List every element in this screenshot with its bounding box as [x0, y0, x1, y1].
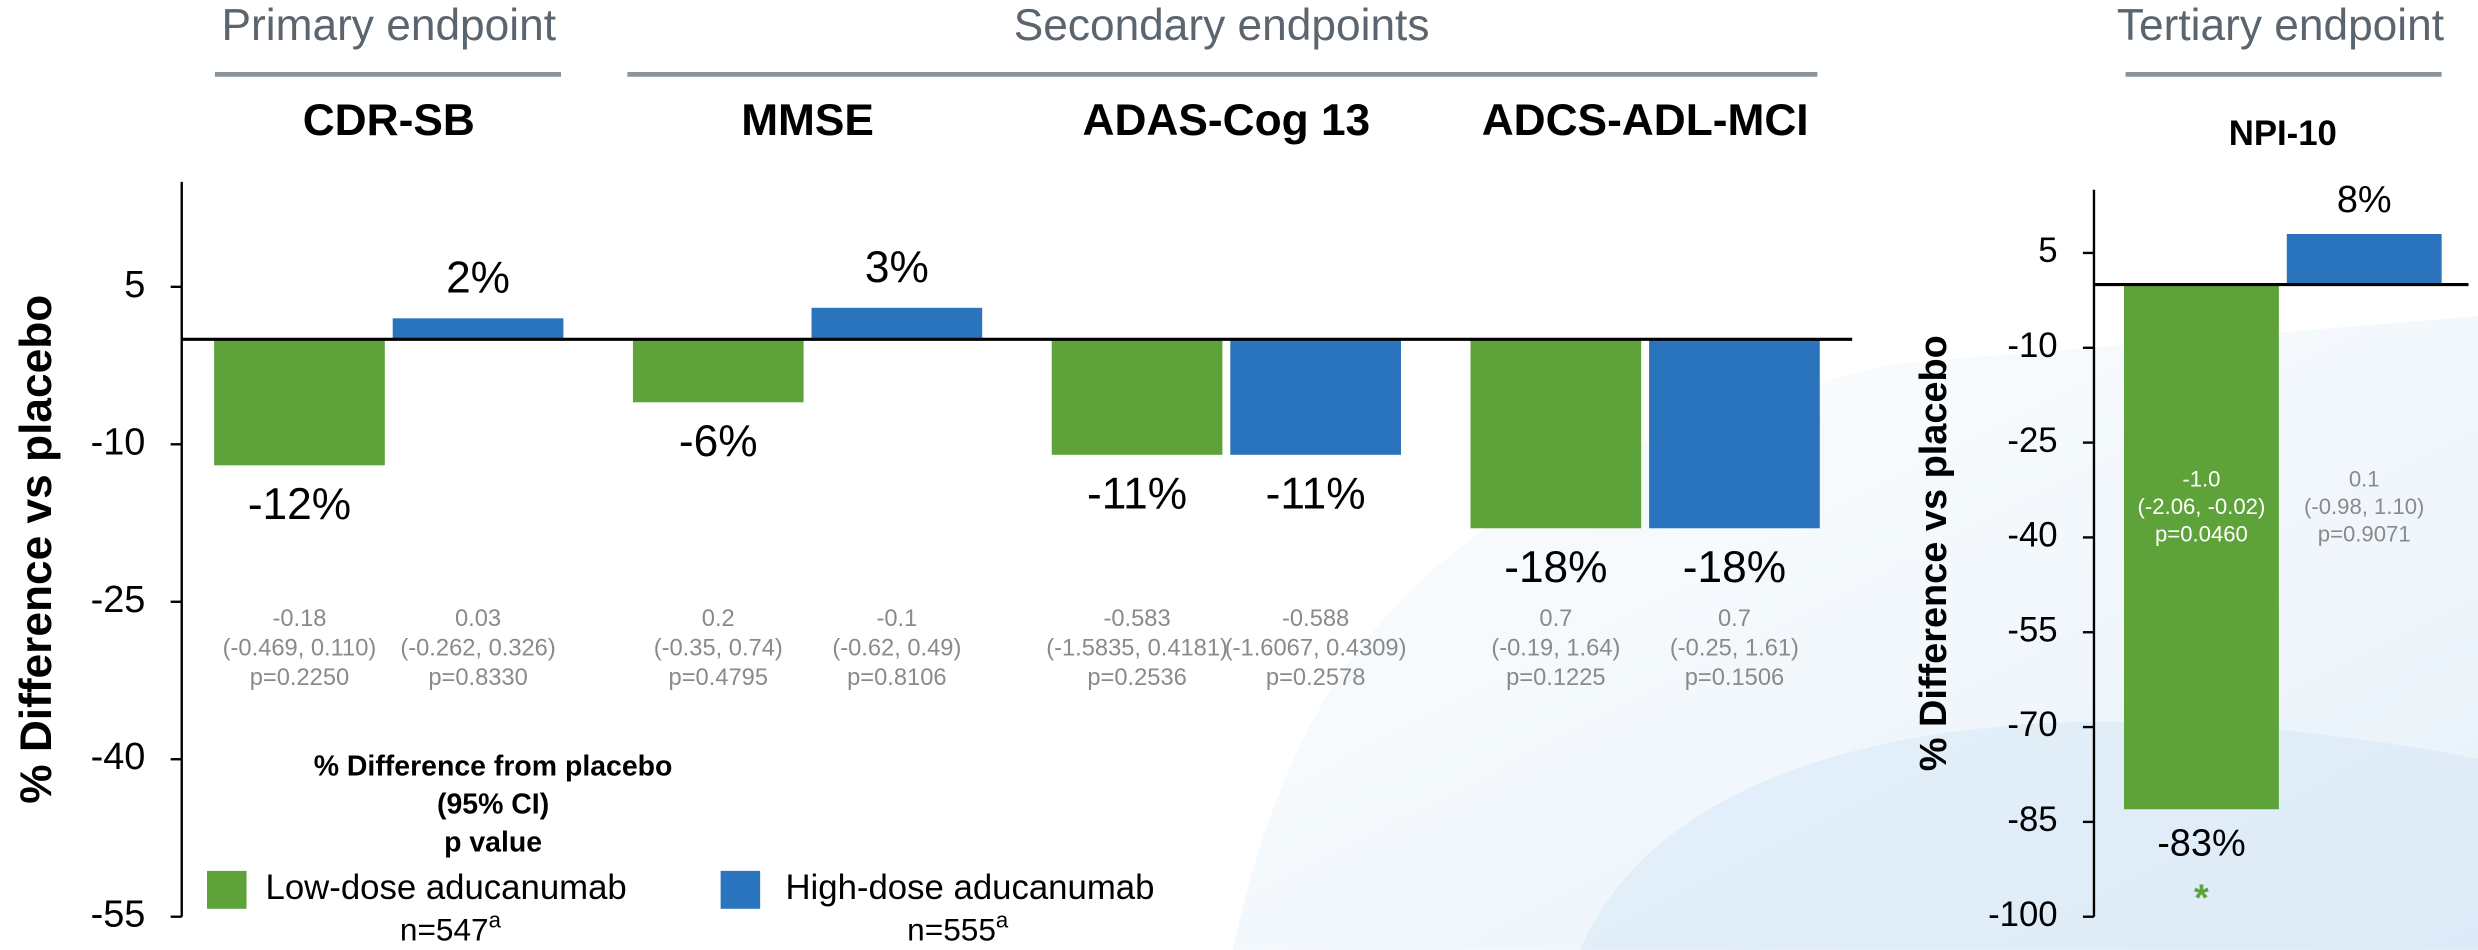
y-tick-label: -10: [91, 421, 146, 463]
value-label: -11%: [1087, 470, 1187, 519]
stat-label: (-0.35, 0.74): [654, 636, 783, 662]
category-label: CDR-SB: [303, 96, 475, 145]
y-tick-label: -40: [2007, 517, 2057, 555]
group-header: Secondary endpoints: [1014, 1, 1430, 50]
stat-label: 0.2: [702, 606, 735, 632]
y-tick-label: -25: [2007, 422, 2057, 460]
legend-title: p value: [444, 827, 542, 859]
value-label: -11%: [1266, 470, 1366, 519]
stat-label: p=0.0460: [2155, 522, 2248, 547]
stat-label: -0.588: [1282, 606, 1349, 632]
bar: [1230, 339, 1401, 455]
stat-label: p=0.2536: [1087, 665, 1186, 691]
value-label: 8%: [2337, 179, 2392, 221]
stat-label: -0.18: [272, 606, 326, 632]
legend-swatch: [720, 870, 761, 909]
category-label: MMSE: [741, 96, 874, 145]
stat-label: 0.03: [455, 606, 501, 632]
category-label: ADAS-Cog 13: [1083, 96, 1371, 145]
bar: [1470, 339, 1642, 529]
y-tick-label: 5: [124, 264, 145, 306]
value-label: -83%: [2157, 822, 2246, 864]
bar: [392, 318, 564, 340]
legend-title: % Difference from placebo: [314, 751, 673, 783]
y-tick-label: -85: [2007, 801, 2057, 839]
stat-label: (-2.06, -0.02): [2138, 494, 2266, 519]
legend-title: (95% CI): [437, 789, 549, 821]
legend-n: n=547a: [400, 907, 502, 948]
y-tick-label: -70: [2007, 706, 2057, 744]
category-label: ADCS-ADL-MCI: [1482, 96, 1809, 145]
y-tick-label: -40: [91, 736, 146, 778]
stat-label: p=0.2250: [250, 665, 349, 691]
group-header: Tertiary endpoint: [2117, 1, 2444, 50]
value-label: -18%: [1683, 543, 1786, 592]
bar: [811, 307, 983, 340]
legend-label: Low-dose aducanumab: [266, 869, 627, 907]
value-label: -6%: [679, 417, 758, 466]
legend-label: High-dose aducanumab: [785, 869, 1154, 907]
stat-label: (-0.262, 0.326): [400, 636, 555, 662]
bar: [632, 339, 804, 403]
stat-label: p=0.2578: [1266, 665, 1365, 691]
y-tick-label: -100: [1988, 896, 2058, 934]
stat-label: p=0.1506: [1685, 665, 1784, 691]
bar: [214, 339, 385, 466]
legend-n: n=555a: [907, 907, 1009, 948]
stat-label: -0.1: [876, 606, 917, 632]
stat-label: 0.1: [2349, 466, 2380, 491]
y-tick-label: -55: [91, 894, 146, 936]
significance-marker: *: [2194, 877, 2209, 919]
stat-label: (-0.25, 1.61): [1670, 636, 1799, 662]
bar: [2286, 233, 2442, 285]
stat-label: (-0.98, 1.10): [2304, 494, 2424, 519]
legend-swatch: [207, 870, 247, 909]
legend-n-value: n=547: [400, 912, 489, 948]
stat-label: (-0.469, 0.110): [223, 636, 377, 662]
legend-n-note: a: [996, 907, 1009, 932]
category-label: NPI-10: [2229, 115, 2337, 153]
stat-label: -1.0: [2182, 466, 2220, 491]
y-axis-label: % Difference vs placebo: [12, 295, 61, 804]
stat-label: p=0.9071: [2318, 522, 2411, 547]
stat-label: (-0.19, 1.64): [1491, 636, 1620, 662]
value-label: 3%: [865, 243, 929, 292]
value-label: 2%: [446, 253, 510, 302]
stat-label: 0.7: [1539, 606, 1572, 632]
y-tick-label: -10: [2007, 327, 2057, 365]
y-tick-label: 5: [2038, 232, 2057, 270]
group-header: Primary endpoint: [222, 1, 556, 50]
stat-label: (-1.5835, 0.4181): [1046, 636, 1228, 662]
stat-label: 0.7: [1718, 606, 1751, 632]
y-axis-label: % Difference vs placebo: [1913, 335, 1955, 771]
y-tick-label: -25: [91, 579, 146, 621]
stat-label: p=0.8106: [847, 665, 946, 691]
legend-n-note: a: [489, 907, 502, 932]
legend-n-value: n=555: [907, 912, 996, 948]
stat-label: p=0.4795: [669, 665, 768, 691]
value-label: -12%: [248, 480, 351, 529]
value-label: -18%: [1504, 543, 1607, 592]
stat-label: (-1.6067, 0.4309): [1225, 636, 1407, 662]
bar: [2124, 284, 2279, 810]
bar: [1649, 339, 1820, 529]
stat-label: p=0.8330: [428, 665, 527, 691]
stat-label: (-0.62, 0.49): [832, 636, 961, 662]
stat-label: -0.583: [1103, 606, 1170, 632]
bar: [1051, 339, 1223, 455]
y-tick-label: -55: [2007, 611, 2057, 649]
stat-label: p=0.1225: [1506, 665, 1605, 691]
